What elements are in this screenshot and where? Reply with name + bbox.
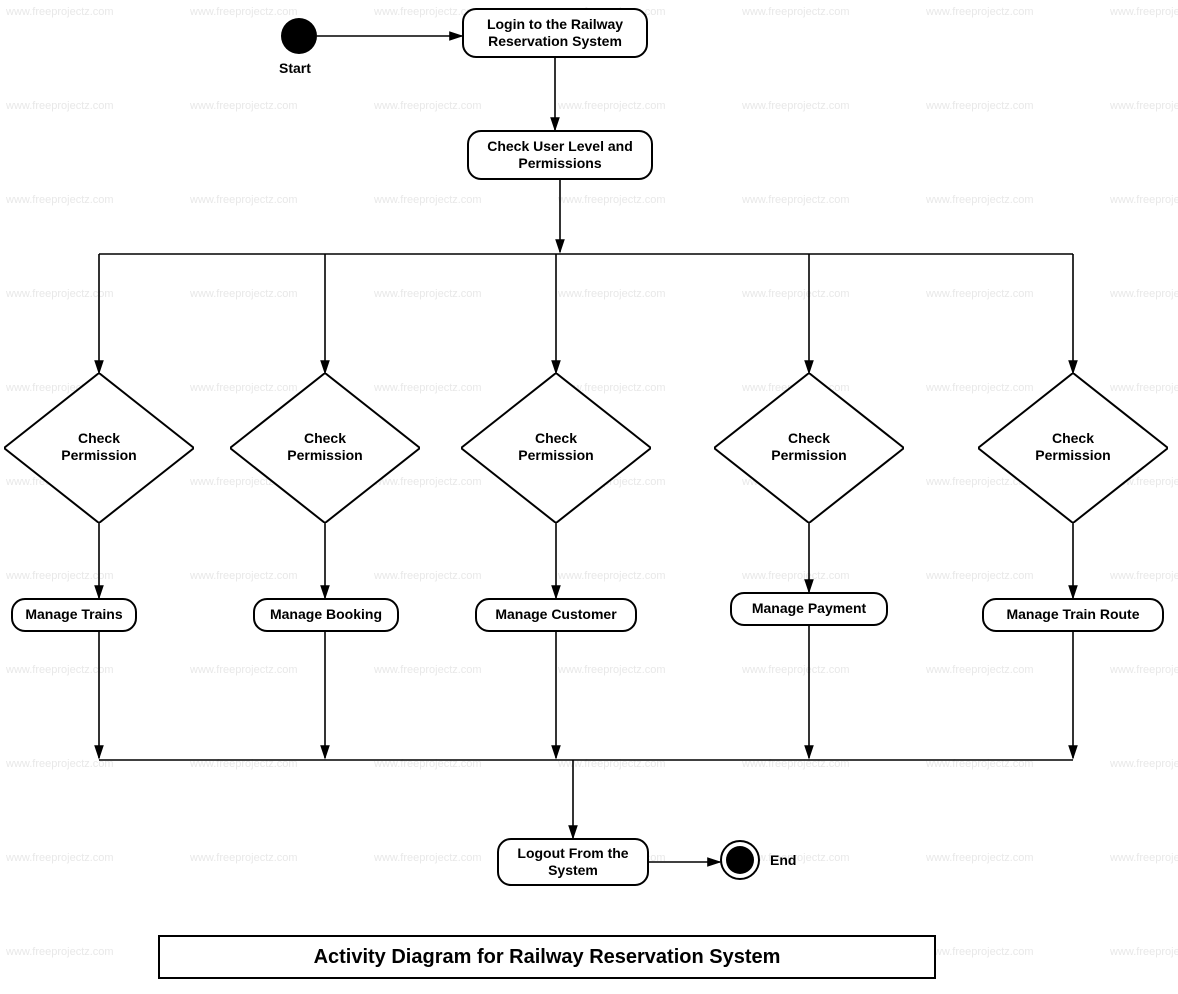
- node-logout: Logout From theSystem: [497, 838, 649, 886]
- node-m5: Manage Train Route: [982, 598, 1164, 632]
- node-m4: Manage Payment: [730, 592, 888, 626]
- node-check: Check User Level andPermissions: [467, 130, 653, 180]
- node-m3: Manage Customer: [475, 598, 637, 632]
- start-label: Start: [279, 60, 311, 76]
- start-node: [281, 18, 317, 54]
- node-d3: CheckPermission: [461, 373, 651, 523]
- end-label: End: [770, 852, 796, 868]
- node-d4: CheckPermission: [714, 373, 904, 523]
- diagram-title: Activity Diagram for Railway Reservation…: [158, 935, 936, 979]
- node-m2: Manage Booking: [253, 598, 399, 632]
- node-d1: CheckPermission: [4, 373, 194, 523]
- node-login: Login to the RailwayReservation System: [462, 8, 648, 58]
- node-d2: CheckPermission: [230, 373, 420, 523]
- end-node: [720, 840, 760, 880]
- diagram-canvas: www.freeprojectz.comwww.freeprojectz.com…: [0, 0, 1178, 994]
- node-d5: CheckPermission: [978, 373, 1168, 523]
- node-m1: Manage Trains: [11, 598, 137, 632]
